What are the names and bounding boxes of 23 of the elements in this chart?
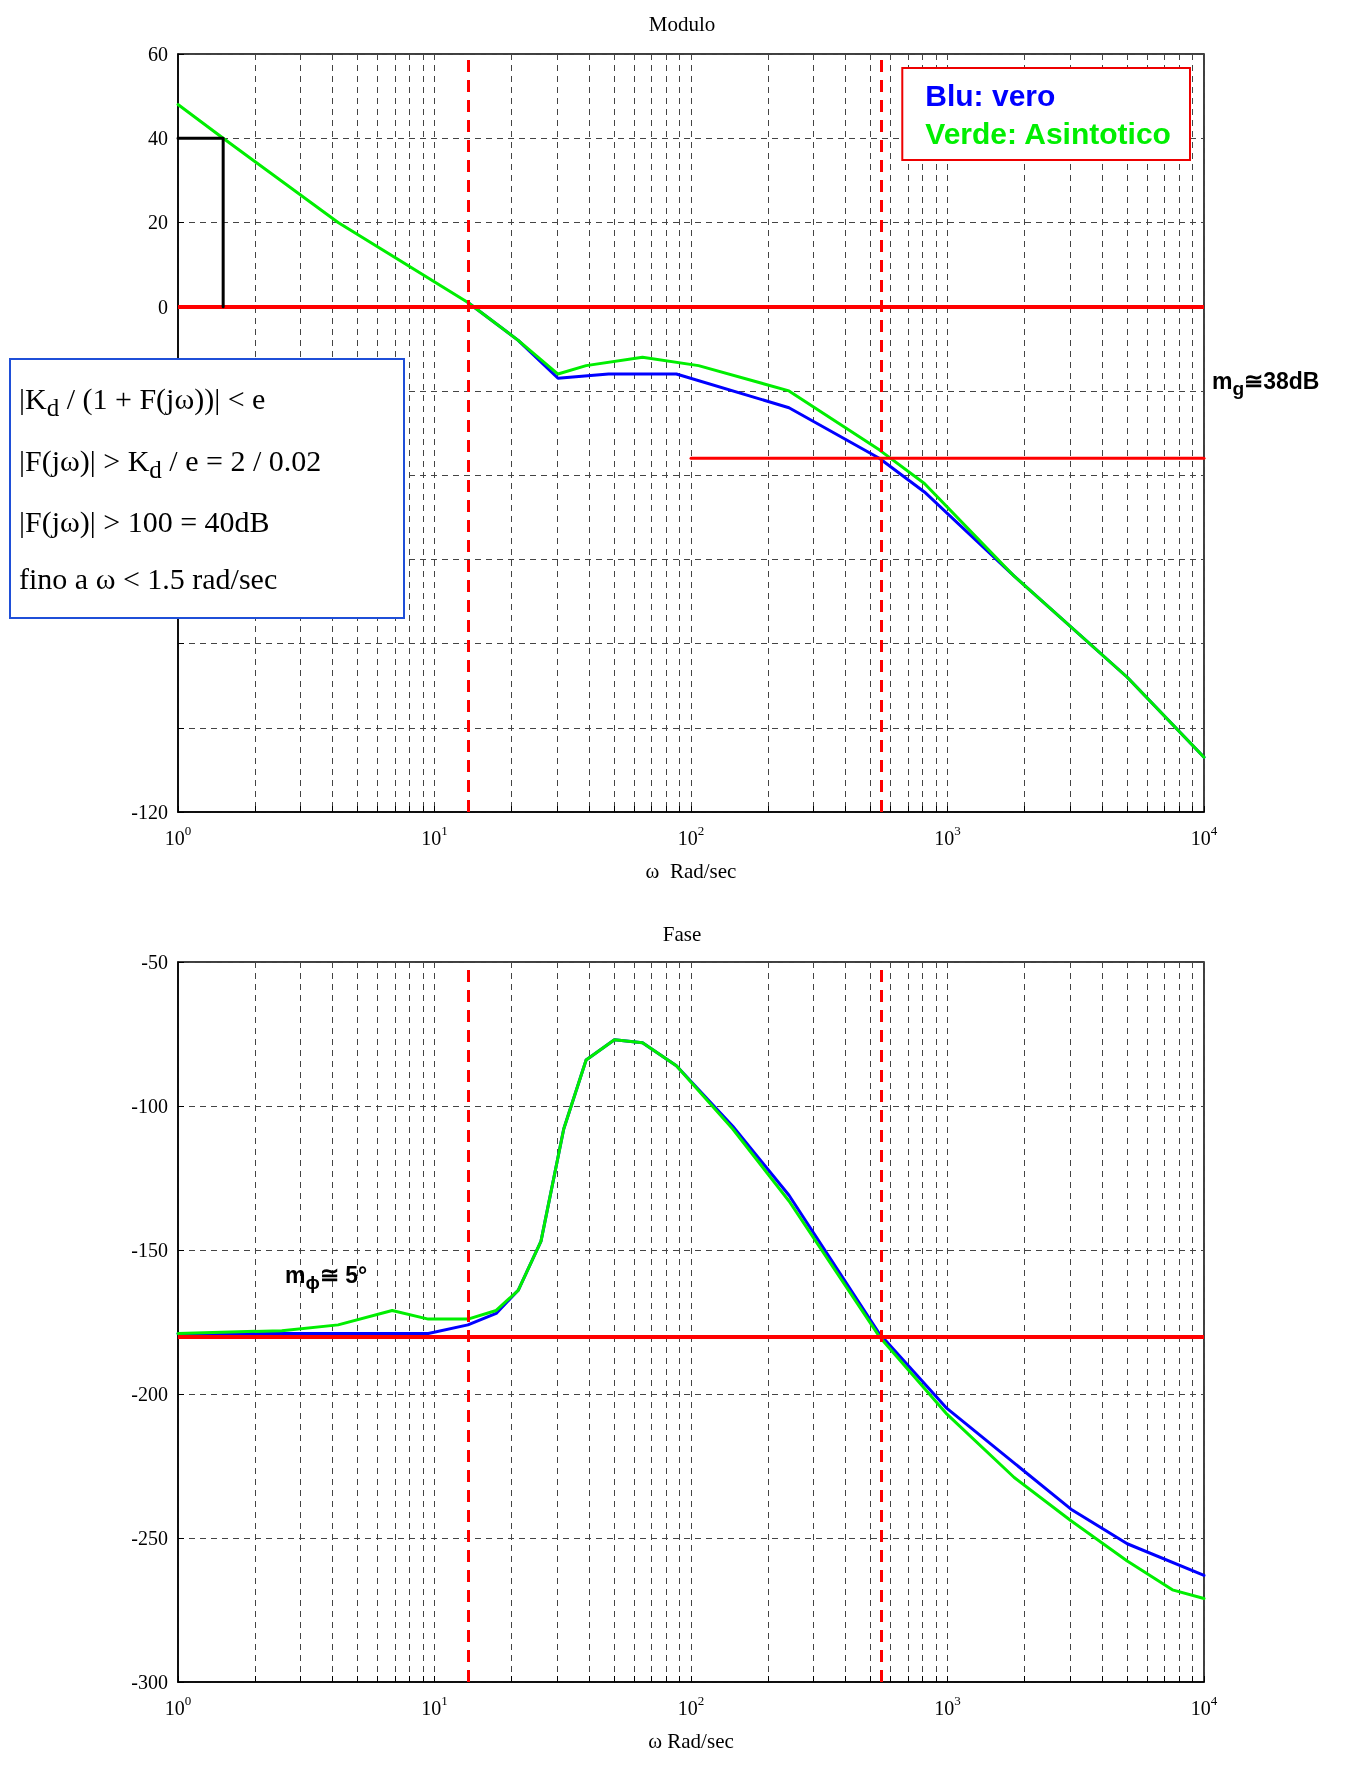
y-tick-label: -100: [131, 1095, 168, 1117]
chart-title: Modulo: [648, 11, 716, 36]
annotation: |K$_{d}$ / (1 + F(jω))| < e: [19, 381, 267, 423]
text: Verde: Asintotico: [925, 116, 1171, 150]
x-axis-title: ω Rad/sec: [648, 1728, 734, 1753]
y-tick-label: -120: [131, 801, 168, 823]
y-tick-label: -300: [131, 1671, 168, 1693]
text: m$_{g}$≅38dB: [1212, 368, 1320, 400]
annotation: fino a ω < 1.5 rad/sec: [19, 561, 279, 597]
y-tick-label: 0: [158, 295, 168, 318]
text: Blu: vero: [925, 78, 1056, 112]
annotation: |F(jω)| > 100 = 40dB: [19, 504, 271, 540]
chart-title: Fase: [662, 921, 702, 946]
annotation: |F(jω)| > K$_{d}$ / e = 2 / 0.02: [19, 442, 323, 485]
annotation: m$_{ϕ}$≅ 5°: [285, 1262, 368, 1294]
y-tick-label: -250: [131, 1527, 168, 1549]
x-axis-title: ω Rad/sec: [645, 858, 737, 883]
y-tick-label: -200: [131, 1383, 168, 1405]
y-tick-label: -150: [131, 1239, 168, 1261]
y-tick-label: 20: [148, 211, 168, 234]
y-tick-label: 40: [148, 127, 168, 150]
y-tick-label: -50: [141, 951, 168, 973]
y-tick-label: 60: [148, 43, 168, 65]
